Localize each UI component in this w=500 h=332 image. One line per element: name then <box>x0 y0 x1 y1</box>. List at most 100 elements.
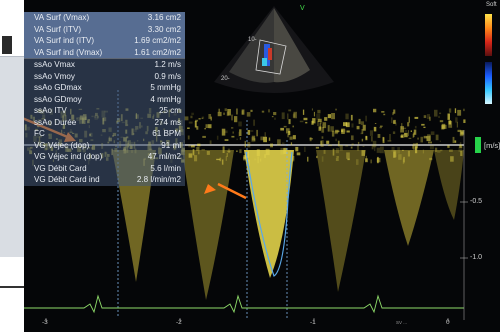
noise-speck <box>463 108 465 112</box>
measurement-label: VG Véjec (dop) <box>34 140 90 150</box>
noise-speck <box>379 127 382 129</box>
color-scale-positive <box>485 14 492 56</box>
noise-speck <box>373 108 377 113</box>
noise-speck <box>426 136 431 142</box>
baseline-handle[interactable] <box>475 137 481 153</box>
measurement-row: VA Surf ind (ITV) 1.69 cm2/m2 <box>24 35 185 47</box>
noise-speck <box>318 126 322 131</box>
noise-speck <box>423 126 426 128</box>
noise-speck <box>356 159 359 165</box>
measurement-value: 1.2 m/s <box>154 60 181 69</box>
noise-speck <box>382 137 385 144</box>
noise-speck <box>456 121 458 128</box>
noise-speck <box>201 149 205 151</box>
noise-speck <box>187 135 190 140</box>
noise-speck <box>232 131 234 134</box>
noise-speck <box>365 155 367 162</box>
noise-speck <box>361 150 365 156</box>
measurement-row: ssAo GDmax 5 mmHg <box>24 82 185 94</box>
noise-speck <box>448 108 452 113</box>
noise-speck <box>404 130 407 132</box>
measurement-label: VG Véjec ind (dop) <box>34 152 103 161</box>
noise-speck <box>286 128 290 134</box>
noise-speck <box>317 120 319 127</box>
noise-speck <box>417 137 419 140</box>
noise-speck <box>371 144 374 150</box>
noise-speck <box>421 123 425 126</box>
noise-speck <box>194 121 197 128</box>
noise-speck <box>201 116 205 119</box>
noise-speck <box>380 146 384 154</box>
noise-speck <box>288 130 291 136</box>
noise-speck <box>304 146 306 152</box>
noise-speck <box>345 122 350 128</box>
noise-speck <box>321 156 324 162</box>
noise-speck <box>224 139 229 141</box>
noise-speck <box>408 116 410 123</box>
noise-speck <box>337 140 340 147</box>
noise-speck <box>187 127 190 129</box>
noise-speck <box>288 119 291 125</box>
noise-speck <box>331 130 335 137</box>
noise-speck <box>320 141 322 145</box>
noise-speck <box>379 125 383 127</box>
time-tick: -2 <box>176 319 182 326</box>
noise-speck <box>414 116 419 119</box>
measurement-value: 2.8 l/min/m2 <box>136 175 181 184</box>
noise-speck <box>393 119 396 124</box>
noise-speck <box>202 135 206 138</box>
noise-speck <box>268 109 270 113</box>
noise-speck <box>268 137 271 141</box>
noise-speck <box>190 115 193 119</box>
noise-speck <box>395 122 397 126</box>
noise-speck <box>454 140 457 143</box>
noise-speck <box>377 134 381 138</box>
noise-speck <box>324 117 328 121</box>
noise-speck <box>434 109 438 117</box>
measurement-value: 5 mmHg <box>150 83 181 92</box>
noise-speck <box>234 116 238 123</box>
noise-speck <box>332 148 335 156</box>
noise-speck <box>295 146 299 152</box>
noise-speck <box>227 150 231 153</box>
noise-speck <box>296 152 301 156</box>
noise-speck <box>205 124 209 128</box>
noise-speck <box>356 145 360 151</box>
noise-speck <box>376 157 381 163</box>
noise-speck <box>356 125 360 130</box>
noise-speck <box>336 156 339 158</box>
noise-speck <box>251 135 256 141</box>
measurement-label: VA Surf ind (ITV) <box>34 36 95 45</box>
footer-text: SV ... <box>396 320 408 325</box>
measurement-table: VA Surf (Vmax) 3.16 cm2 VA Surf (ITV) 3.30… <box>24 12 185 186</box>
noise-speck <box>423 135 428 139</box>
noise-speck <box>283 125 287 128</box>
noise-speck <box>292 125 294 128</box>
noise-speck <box>429 134 431 141</box>
noise-speck <box>452 136 455 143</box>
noise-speck <box>413 129 417 135</box>
noise-speck <box>361 129 364 134</box>
v-marker: V <box>300 5 305 12</box>
measurement-value: 47 ml/m2 <box>147 152 181 161</box>
noise-speck <box>412 143 417 150</box>
noise-speck <box>341 129 344 133</box>
noise-speck <box>221 128 226 136</box>
noise-speck <box>387 140 392 142</box>
noise-speck <box>393 109 396 114</box>
noise-speck <box>408 137 412 139</box>
noise-speck <box>224 130 228 134</box>
noise-speck <box>463 119 466 123</box>
measurement-row: ssAo Vmax 1.2 m/s <box>24 58 185 71</box>
noise-speck <box>358 118 361 125</box>
noise-speck <box>243 156 246 161</box>
noise-speck <box>323 149 326 154</box>
measurement-label: VA Surf (ITV) <box>34 24 82 34</box>
noise-speck <box>326 140 330 144</box>
noise-speck <box>426 114 430 120</box>
noise-speck <box>420 136 423 143</box>
noise-speck <box>337 130 340 132</box>
noise-speck <box>231 127 234 129</box>
noise-speck <box>407 130 409 137</box>
measurement-value: 91 ml <box>161 140 181 150</box>
